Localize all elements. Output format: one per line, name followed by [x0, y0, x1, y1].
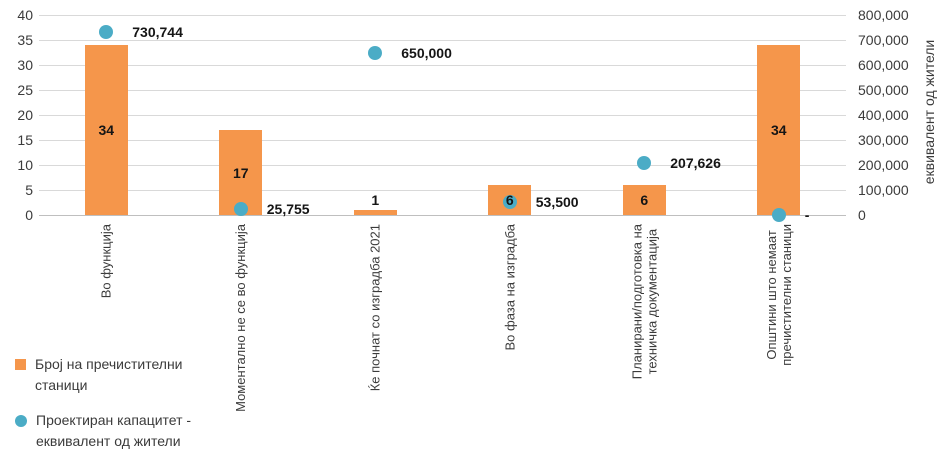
gridline-35	[39, 39, 846, 41]
right-axis-tick-1: 100,000	[858, 182, 909, 198]
left-axis-tick-7: 35	[17, 32, 33, 48]
capacity-dot-4	[637, 156, 652, 171]
left-axis-tick-3: 15	[17, 132, 33, 148]
right-axis-tick-5: 500,000	[858, 82, 909, 98]
bar-0	[84, 45, 128, 215]
right-axis-title: еквивалент од жители	[921, 39, 937, 185]
legend-label-bar-series: Број на пречистителни станици	[35, 356, 183, 393]
capacity-value-label-2: 650,000	[401, 44, 452, 61]
capacity-value-label-3: 53,500	[535, 193, 579, 210]
left-axis-tick-4: 20	[17, 107, 33, 123]
bar-value-label-5: 34	[770, 122, 787, 138]
gridline-40	[39, 14, 846, 16]
capacity-value-label-1: 25,755	[266, 200, 310, 217]
right-axis-tick-0: 0	[858, 207, 866, 223]
left-axis-tick-2: 10	[17, 157, 33, 173]
left-axis-tick-0: 0	[25, 207, 33, 223]
bar-value-label-3: 6	[505, 192, 514, 208]
capacity-dot-2	[368, 45, 383, 60]
capacity-value-label-0: 730,744	[132, 24, 183, 41]
bar-value-label-0: 34	[98, 122, 115, 138]
bar-value-label-4: 6	[640, 192, 649, 208]
category-label-5: Општини што немаат пречистителни станици	[763, 224, 794, 366]
capacity-series-swatch-icon	[15, 415, 27, 427]
right-axis-tick-4: 400,000	[858, 107, 909, 123]
category-label-2: Ќе почнат со изградба 2021	[367, 224, 383, 392]
gridline-25	[39, 89, 846, 91]
bar-1	[219, 130, 263, 215]
bar-4	[622, 185, 666, 215]
right-axis-tick-6: 600,000	[858, 57, 909, 73]
left-axis-tick-6: 30	[17, 57, 33, 73]
right-axis-tick-7: 700,000	[858, 32, 909, 48]
bar-5	[757, 45, 801, 215]
bar-2	[353, 210, 397, 215]
capacity-dot-5	[771, 208, 786, 222]
capacity-dot-3	[502, 194, 517, 209]
gridline-30	[39, 64, 846, 66]
gridline-0	[39, 214, 846, 216]
gridline-5	[39, 189, 846, 191]
right-axis-tick-3: 300,000	[858, 132, 909, 148]
legend-item-capacity-series: Проектиран капацитет - еквивалент од жит…	[15, 410, 191, 451]
left-axis-tick-5: 25	[17, 82, 33, 98]
category-label-0: Во функција	[98, 224, 114, 299]
capacity-value-label-5: -	[804, 207, 810, 223]
gridline-20	[39, 114, 846, 116]
legend-item-bar-series: Број на пречистителни станици	[15, 354, 191, 396]
category-label-1: Моментално не се во функција	[233, 224, 249, 412]
category-label-4: Планирани/подготовка на техничка докумен…	[629, 224, 660, 380]
legend-label-capacity-series: Проектиран капацитет - еквивалент од жит…	[36, 412, 192, 449]
capacity-value-label-4: 207,626	[670, 155, 721, 172]
gridline-15	[39, 139, 846, 141]
category-label-3: Во фаза на изградба	[502, 224, 518, 351]
bar-value-label-1: 17	[232, 164, 249, 181]
capacity-dot-0	[99, 25, 114, 40]
gridline-10	[39, 164, 846, 166]
left-axis-tick-1: 5	[25, 182, 33, 198]
bar-series-swatch-icon	[15, 359, 26, 370]
bar-value-label-2: 1	[371, 192, 380, 208]
left-axis-tick-8: 40	[17, 7, 33, 23]
right-axis-tick-2: 200,000	[858, 157, 909, 173]
right-axis-tick-8: 800,000	[858, 7, 909, 23]
capacity-dot-1	[233, 201, 248, 216]
legend: Број на пречистителни станици Проектиран…	[15, 354, 191, 451]
